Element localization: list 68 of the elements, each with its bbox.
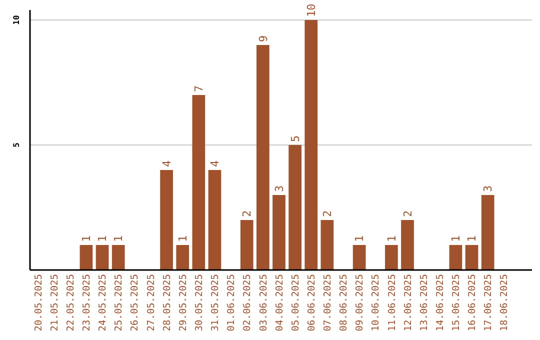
bar: [176, 245, 190, 270]
bar: [320, 220, 334, 270]
x-tick-label: 18.06.2025: [499, 274, 510, 332]
x-tick-label: 17.06.2025: [483, 274, 494, 332]
x-tick-label: 09.06.2025: [354, 274, 366, 332]
x-tick-label: 20.05.2025: [33, 274, 44, 332]
x-tick-label: 08.06.2025: [338, 274, 350, 332]
x-tick-label: 28.05.2025: [162, 274, 173, 332]
x-tick-label: 30.05.2025: [194, 274, 205, 332]
x-tick-label: 03.06.2025: [258, 274, 270, 332]
bar: [192, 95, 206, 270]
x-tick-label: 24.05.2025: [98, 274, 109, 332]
data-label: 5: [288, 135, 302, 142]
bar: [96, 245, 109, 270]
data-label: 3: [272, 185, 286, 192]
data-label: 4: [160, 160, 174, 167]
data-label: 1: [96, 235, 110, 242]
bar: [240, 220, 254, 270]
x-tick-label: 15.06.2025: [451, 274, 462, 332]
x-tick-label: 05.06.2025: [290, 274, 302, 332]
data-label: 7: [192, 85, 206, 92]
bar: [272, 195, 286, 270]
bar: [208, 170, 222, 270]
data-label: 2: [240, 210, 254, 217]
bar: [304, 20, 318, 270]
bar: [112, 245, 125, 270]
x-tick-label: 02.06.2025: [242, 274, 254, 332]
bar: [256, 45, 270, 270]
x-tick-label: 01.06.2025: [226, 274, 238, 332]
x-tick-label: 06.06.2025: [306, 274, 318, 332]
data-label: 10: [304, 4, 318, 17]
data-label: 1: [385, 235, 398, 242]
x-tick-label: 07.06.2025: [322, 274, 334, 332]
x-tick-label: 21.05.2025: [49, 274, 60, 332]
x-tick-label: 23.05.2025: [82, 274, 93, 332]
x-tick-label: 25.05.2025: [114, 274, 125, 332]
x-tick-label: 27.05.2025: [146, 274, 157, 332]
x-tick-label: 31.05.2025: [210, 274, 222, 332]
data-label: 2: [401, 210, 414, 217]
x-tick-label: 22.05.2025: [65, 274, 76, 332]
data-label: 1: [112, 235, 126, 242]
data-label: 1: [466, 235, 479, 242]
bar: [160, 170, 173, 270]
bar: [481, 195, 494, 270]
data-label: 1: [80, 235, 94, 242]
bar: [465, 245, 478, 270]
data-label: 4: [208, 160, 222, 167]
x-tick-label: 13.06.2025: [418, 274, 430, 332]
x-tick-label: 29.05.2025: [178, 274, 189, 332]
x-tick-label: 14.06.2025: [434, 274, 446, 332]
bar: [401, 220, 414, 270]
x-tick-label: 11.06.2025: [386, 274, 398, 332]
x-tick-label: 04.06.2025: [274, 274, 286, 332]
bar: [385, 245, 398, 270]
data-label: 1: [176, 235, 190, 242]
data-label: 2: [321, 210, 334, 217]
x-tick-label: 26.05.2025: [130, 274, 141, 332]
data-label: 1: [450, 235, 463, 242]
x-tick-label: 12.06.2025: [402, 274, 414, 332]
data-label: 1: [353, 235, 366, 242]
bar: [288, 145, 302, 270]
data-label: 3: [482, 185, 495, 192]
bar: [449, 245, 462, 270]
x-tick-label: 16.06.2025: [467, 274, 478, 332]
bar: [80, 245, 93, 270]
data-label: 9: [256, 35, 270, 42]
bar: [352, 245, 366, 270]
x-tick-label: 10.06.2025: [370, 274, 382, 332]
